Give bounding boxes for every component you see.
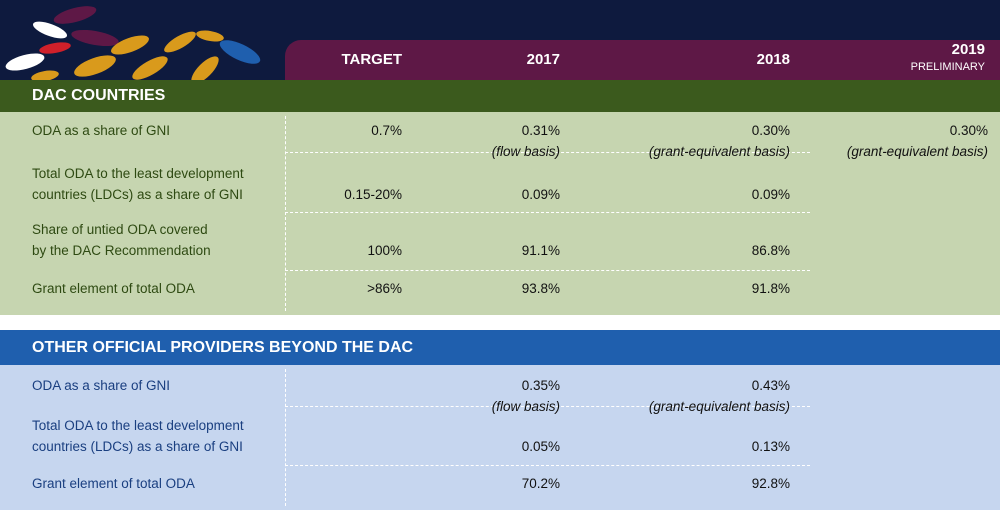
row-label: ODA as a share of GNI: [32, 378, 171, 393]
column-header: 2017: [526, 51, 560, 68]
cell-note: (flow basis): [491, 399, 560, 414]
cell-value: 0.05%: [521, 439, 560, 454]
row-label: countries (LDCs) as a share of GNI: [32, 187, 243, 202]
cell-note: (flow basis): [491, 144, 560, 159]
row-label: Total ODA to the least development: [32, 166, 244, 181]
cell-value: 0.30%: [949, 123, 988, 138]
section-divider: [285, 116, 286, 311]
row-label: by the DAC Recommendation: [32, 243, 211, 258]
section-header: [0, 330, 1000, 365]
cell-value: 100%: [367, 243, 402, 258]
cell-value: 91.8%: [751, 281, 790, 296]
cell-value: 91.1%: [521, 243, 560, 258]
section-body: [0, 365, 1000, 510]
cell-value: 0.13%: [751, 439, 790, 454]
cell-value: 86.8%: [751, 243, 790, 258]
cell-value: 92.8%: [751, 476, 790, 491]
section-divider: [285, 369, 286, 506]
cell-note: (grant-equivalent basis): [846, 144, 988, 159]
column-header: 2019: [951, 41, 985, 58]
column-header: TARGET: [341, 51, 402, 68]
cell-value: 0.09%: [521, 187, 560, 202]
cell-value: 0.09%: [751, 187, 790, 202]
column-subheader: PRELIMINARY: [910, 61, 985, 73]
row-divider: [285, 269, 810, 271]
section-header: [0, 80, 1000, 112]
cell-value: >86%: [367, 281, 402, 296]
cell-note: (grant-equivalent basis): [648, 144, 790, 159]
row-divider: [285, 405, 810, 407]
cell-value: 0.31%: [521, 123, 560, 138]
section-body: [0, 112, 1000, 315]
cell-value: 0.7%: [371, 123, 402, 138]
row-label: countries (LDCs) as a share of GNI: [32, 439, 243, 454]
cell-value: 70.2%: [521, 476, 560, 491]
header-band: [285, 40, 1000, 80]
section-title: OTHER OFFICIAL PROVIDERS BEYOND THE DAC: [32, 338, 414, 356]
cell-value: 93.8%: [521, 281, 560, 296]
row-label: ODA as a share of GNI: [32, 123, 171, 138]
cell-value: 0.35%: [521, 378, 560, 393]
row-label: Total ODA to the least development: [32, 418, 244, 433]
cell-value: 0.43%: [751, 378, 790, 393]
cell-note: (grant-equivalent basis): [648, 399, 790, 414]
row-label: Grant element of total ODA: [32, 476, 195, 491]
row-divider: [285, 465, 810, 466]
row-label: Grant element of total ODA: [32, 281, 195, 296]
column-header: 2018: [756, 51, 790, 68]
leaf-decoration: [5, 6, 261, 80]
section-title: DAC COUNTRIES: [32, 87, 166, 104]
row-divider: [285, 152, 810, 153]
cell-value: 0.15-20%: [344, 187, 402, 202]
row-divider: [285, 212, 810, 213]
row-label: Share of untied ODA covered: [32, 222, 208, 237]
cell-value: 0.30%: [751, 123, 790, 138]
